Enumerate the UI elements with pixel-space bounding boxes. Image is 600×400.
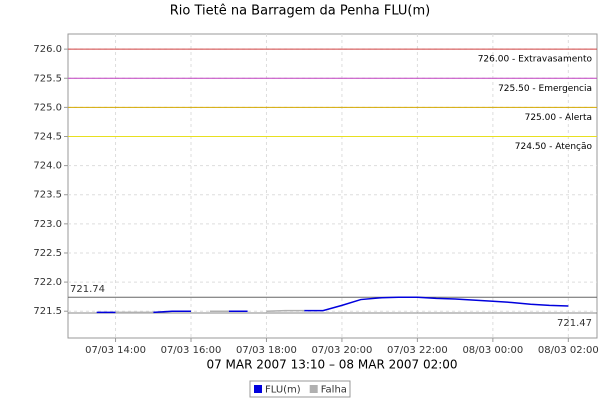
series-line <box>96 296 569 314</box>
chart-title: Rio Tietê na Barragem da Penha FLU(m) <box>170 4 431 19</box>
x-tick-label: 08/03 00:00 <box>462 345 523 356</box>
x-tick-label: 07/03 20:00 <box>312 345 373 356</box>
threshold-label: 725.50 - Emergencia <box>498 84 592 94</box>
y-tick-label: 721.5 <box>33 306 62 317</box>
threshold-label: 726.00 - Extravasamento <box>478 55 593 65</box>
legend-swatch <box>254 385 262 393</box>
marker-label: 721.47 <box>557 318 592 329</box>
y-tick-label: 725.0 <box>33 102 62 113</box>
y-tick-label: 722.5 <box>33 248 62 259</box>
x-axis-label: 07 MAR 2007 13:10 – 08 MAR 2007 02:00 <box>206 358 457 372</box>
legend-label: Falha <box>321 385 347 396</box>
y-tick-label: 724.5 <box>33 131 62 142</box>
x-tick-label: 08/03 02:00 <box>538 345 599 356</box>
plot-area <box>67 33 598 339</box>
series-line <box>115 309 305 314</box>
legend-label: FLU(m) <box>265 385 301 396</box>
y-tick-label: 725.5 <box>33 73 62 84</box>
threshold-label: 724.50 - Atenção <box>515 142 593 152</box>
x-tick-label: 07/03 16:00 <box>161 345 222 356</box>
y-tick-label: 726.0 <box>33 44 62 55</box>
legend-swatch <box>309 385 318 393</box>
y-tick-label: 723.5 <box>33 190 62 201</box>
y-tick-label: 723.0 <box>33 219 62 230</box>
legend-box <box>249 380 351 398</box>
threshold-label: 725.00 - Alerta <box>525 113 592 123</box>
x-tick-label: 07/03 22:00 <box>387 345 448 356</box>
x-tick-label: 07/03 18:00 <box>236 345 297 356</box>
y-tick-label: 724.0 <box>33 161 62 172</box>
x-tick-label: 07/03 14:00 <box>85 345 146 356</box>
marker-label: 721.74 <box>70 284 105 295</box>
y-tick-label: 722.0 <box>33 277 62 288</box>
